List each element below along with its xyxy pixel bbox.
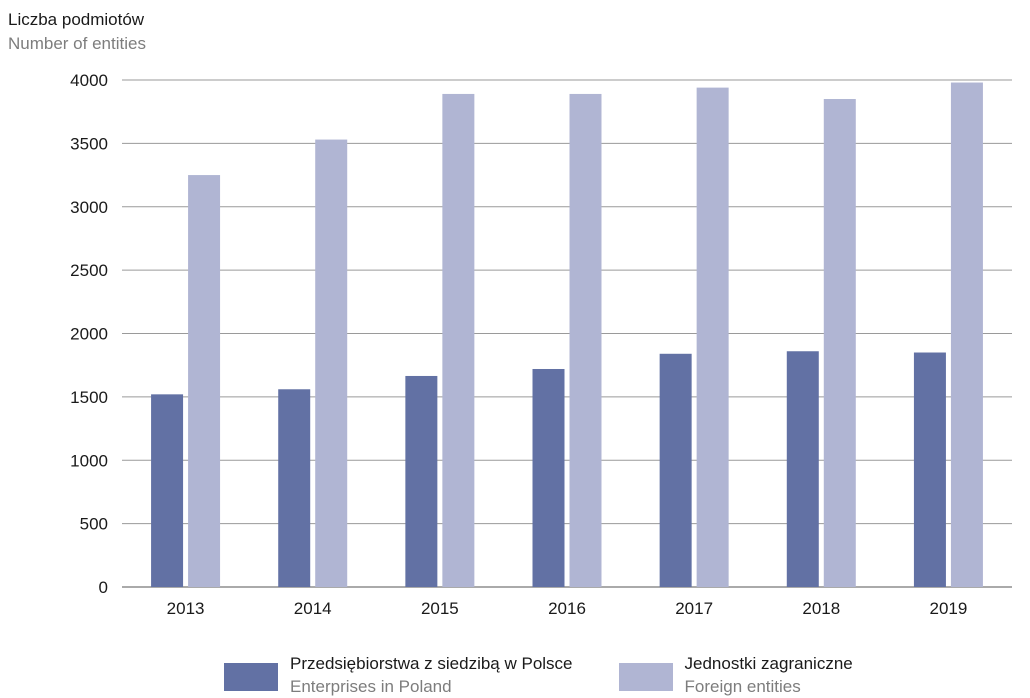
bar-foreign [823, 99, 856, 587]
x-tick-label: 2018 [802, 599, 840, 618]
legend-item-foreign: Jednostki zagraniczne Foreign entities [618, 652, 853, 698]
bar-foreign [696, 87, 729, 587]
bar-enterprises [659, 353, 692, 587]
y-tick-label: 3000 [70, 198, 108, 217]
x-tick-label: 2017 [675, 599, 713, 618]
legend-label-foreign-en: Foreign entities [684, 677, 801, 696]
y-tick-label: 4000 [70, 71, 108, 90]
bar-foreign [315, 139, 348, 587]
bar-enterprises [532, 368, 565, 587]
y-axis-title: Liczba podmiotów Number of entities [8, 8, 146, 56]
y-tick-label: 1000 [70, 451, 108, 470]
legend-swatch-foreign [618, 663, 673, 691]
bar-chart: 0 500 1000 1500 2000 2500 3000 3500 4000 2013 2014… [70, 71, 1012, 618]
legend: Przedsiębiorstwa z siedzibą w Polsce Ent… [224, 652, 853, 698]
bar-foreign [188, 175, 221, 587]
legend-label-foreign-pl: Jednostki zagraniczne [684, 654, 853, 673]
y-tick-label: 2000 [70, 325, 108, 344]
y-tick-label: 0 [99, 578, 108, 597]
bar-foreign [950, 82, 983, 587]
bar-enterprises [786, 351, 819, 587]
x-tick-label: 2015 [421, 599, 459, 618]
y-axis-title-pl: Liczba podmiotów [8, 10, 145, 29]
bar-foreign [442, 93, 475, 587]
legend-swatch-enterprises [224, 663, 278, 691]
legend-label-enterprises-pl: Przedsiębiorstwa z siedzibą w Polsce [290, 654, 573, 673]
bar-enterprises [278, 389, 311, 587]
bar-enterprises [405, 375, 438, 587]
legend-label-enterprises: Przedsiębiorstwa z siedzibą w Polsce Ent… [290, 652, 573, 698]
y-tick-label: 500 [80, 515, 108, 534]
bar-enterprises [151, 394, 184, 587]
x-tick-label: 2019 [930, 599, 968, 618]
y-tick-label: 1500 [70, 388, 108, 407]
legend-item-enterprises: Przedsiębiorstwa z siedzibą w Polsce Ent… [224, 652, 573, 698]
bar-foreign [569, 93, 602, 587]
y-tick-label: 2500 [70, 261, 108, 280]
x-tick-label: 2016 [548, 599, 586, 618]
x-tick-label: 2014 [294, 599, 332, 618]
legend-label-foreign: Jednostki zagraniczne Foreign entities [685, 652, 853, 698]
y-tick-label: 3500 [70, 134, 108, 153]
bar-enterprises [913, 352, 946, 587]
legend-label-enterprises-en: Enterprises in Poland [290, 677, 452, 696]
x-tick-label: 2013 [167, 599, 205, 618]
y-axis-title-en: Number of entities [8, 34, 146, 53]
